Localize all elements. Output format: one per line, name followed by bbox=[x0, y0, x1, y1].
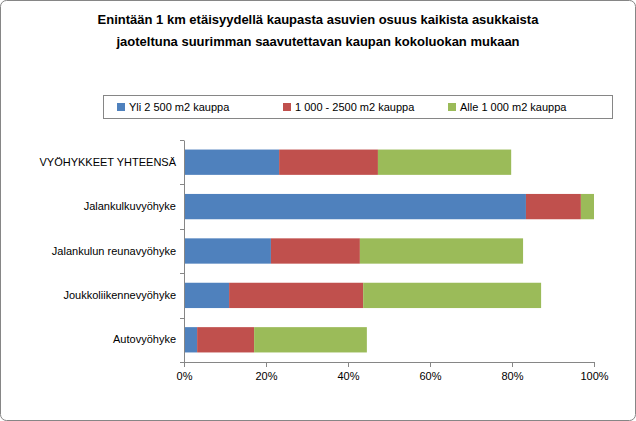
bar bbox=[184, 194, 526, 219]
y-axis-line bbox=[184, 141, 185, 363]
title: Enintään 1 km etäisyydellä kaupasta asuv… bbox=[98, 12, 540, 49]
x-tick: 60% bbox=[419, 362, 441, 382]
x-tick: 0% bbox=[177, 362, 193, 382]
legend-label: Alle 1 000 m2 kauppa bbox=[460, 101, 567, 113]
y-tick: Jalankulkuvyöhyke bbox=[84, 200, 184, 212]
legend-swatch bbox=[283, 103, 291, 111]
bar bbox=[184, 327, 197, 352]
bar bbox=[229, 283, 363, 308]
bar bbox=[184, 238, 271, 263]
x-tick: 20% bbox=[255, 362, 277, 382]
x-tick-label: 100% bbox=[580, 370, 608, 382]
bar bbox=[378, 150, 511, 175]
y-separator bbox=[180, 318, 184, 319]
y-tick-label: Jalankulun reunavyöhyke bbox=[52, 245, 176, 257]
legend: Yli 2 500 m2 kauppa 1 000 - 2500 m2 kaupp… bbox=[104, 96, 613, 119]
bar bbox=[526, 194, 581, 219]
legend-swatch bbox=[448, 103, 456, 111]
legend-box bbox=[104, 96, 613, 119]
bar bbox=[581, 194, 594, 219]
y-tick-label: Jalankulkuvyöhyke bbox=[84, 200, 176, 212]
y-tick-label: Joukkoliikennevyöhyke bbox=[63, 289, 176, 301]
x-tick: 100% bbox=[580, 362, 608, 382]
bar bbox=[197, 327, 254, 352]
bar bbox=[184, 150, 279, 175]
y-tick: VYÖHYKKEET YHTEENSÄ bbox=[39, 156, 184, 168]
y-tick: Jalankulun reunavyöhyke bbox=[52, 245, 184, 257]
x-axis: 0% 20% 40% 60% 80% 100% bbox=[177, 362, 609, 382]
bar bbox=[363, 283, 541, 308]
x-tick: 40% bbox=[337, 362, 359, 382]
chart-border bbox=[1, 1, 636, 421]
title-line: jaoteltuna suurimman saavutettavan kaupa… bbox=[115, 34, 519, 49]
y-separator bbox=[180, 273, 184, 274]
x-tick-label: 60% bbox=[419, 370, 441, 382]
x-tick-mark bbox=[512, 362, 513, 367]
y-separator bbox=[180, 184, 184, 185]
x-tick-mark bbox=[266, 362, 267, 367]
x-tick-label: 20% bbox=[255, 370, 277, 382]
y-tick: Joukkoliikennevyöhyke bbox=[63, 289, 184, 301]
x-tick-label: 80% bbox=[501, 370, 523, 382]
y-tick-label: VYÖHYKKEET YHTEENSÄ bbox=[39, 156, 176, 168]
y-separator bbox=[180, 229, 184, 230]
y-separator bbox=[180, 362, 184, 363]
legend-label: 1 000 - 2500 m2 kauppa bbox=[295, 101, 415, 113]
y-tick: Autovyöhyke bbox=[113, 333, 184, 345]
legend-label: Yli 2 500 m2 kauppa bbox=[129, 101, 230, 113]
x-tick-mark bbox=[348, 362, 349, 367]
x-tick-mark bbox=[594, 362, 595, 367]
legend-swatch bbox=[117, 103, 125, 111]
y-tick-label: Autovyöhyke bbox=[113, 333, 176, 345]
x-tick: 80% bbox=[501, 362, 523, 382]
y-separator bbox=[180, 140, 184, 141]
y-axis: VYÖHYKKEET YHTEENSÄ Jalankulkuvyöhyke Jala… bbox=[39, 141, 184, 363]
bar bbox=[279, 150, 378, 175]
bar bbox=[184, 283, 229, 308]
x-tick-mark bbox=[184, 362, 185, 367]
bar bbox=[254, 327, 367, 352]
x-tick-label: 0% bbox=[177, 370, 193, 382]
chart: Enintään 1 km etäisyydellä kaupasta asuv… bbox=[0, 0, 636, 421]
bar bbox=[271, 238, 360, 263]
bars bbox=[184, 150, 594, 353]
x-axis-line bbox=[185, 363, 595, 368]
title-line: Enintään 1 km etäisyydellä kaupasta asuv… bbox=[98, 12, 540, 27]
x-tick-mark bbox=[430, 362, 431, 367]
y-separators bbox=[180, 141, 184, 363]
x-tick-label: 40% bbox=[337, 370, 359, 382]
bar bbox=[360, 238, 523, 263]
